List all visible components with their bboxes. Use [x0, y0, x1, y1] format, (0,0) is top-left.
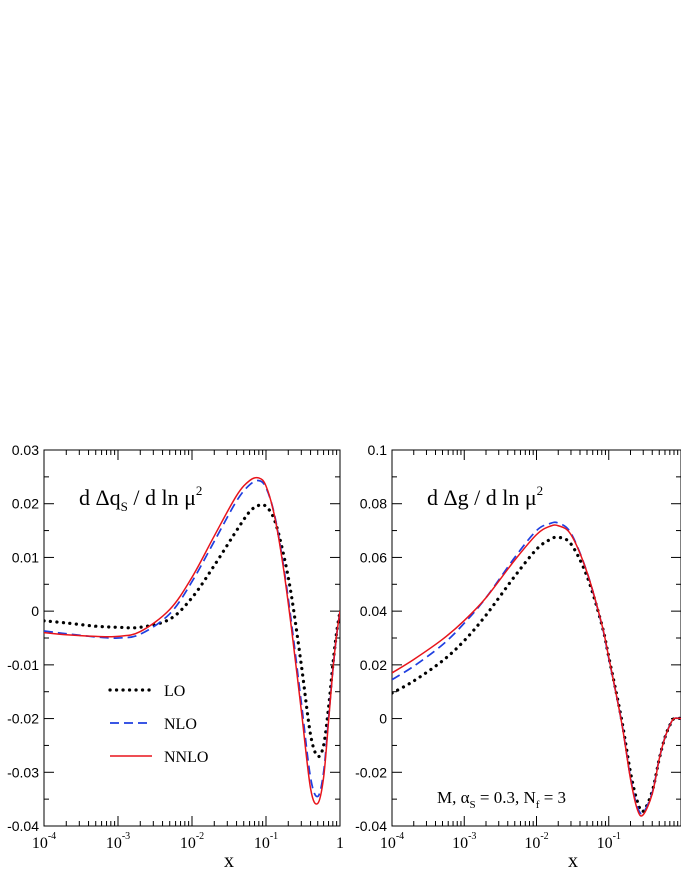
y-tick-label: 0.03 — [12, 442, 39, 458]
y-tick-label: 0.02 — [360, 657, 387, 673]
panel-left-singlet-quark: -0.04 -0.03 -0.02 -0.01 0 0.01 0.02 0.03 10-4 10-… — [7, 442, 344, 872]
y-tick-label: 0.08 — [360, 496, 387, 512]
legend-label: LO — [164, 683, 185, 700]
panel-title: d ΔqS / d ln μ2 — [79, 483, 202, 514]
x-axis-title: x — [224, 850, 234, 872]
series-line-nlo — [44, 479, 340, 798]
series-line-nnlo — [392, 524, 681, 817]
y-tick-label: 0.04 — [360, 603, 387, 619]
parameter-annotation: M, αS = 0.3, Nf = 3 — [437, 788, 566, 811]
y-tick-label: -0.02 — [7, 711, 39, 727]
x-tick-label: 10-3 — [452, 831, 476, 852]
x-tick-label: 10-4 — [32, 831, 56, 852]
y-tick-label: 0 — [31, 603, 39, 619]
x-tick-label: 10-2 — [180, 831, 204, 852]
x-tick-label: 10-2 — [524, 831, 548, 852]
x-tick-label: 10-1 — [597, 831, 621, 852]
legend-label: NNLO — [164, 749, 208, 766]
x-tick-label: 1 — [336, 835, 344, 852]
panel-title: d Δg / d ln μ2 — [427, 483, 543, 510]
y-tick-label: 0.01 — [12, 549, 39, 565]
series-line-lo — [392, 535, 681, 814]
x-tick-label: 10-1 — [254, 831, 278, 852]
y-tick-label: -0.01 — [7, 657, 39, 673]
y-tick-label: -0.03 — [7, 764, 39, 780]
legend-label: NLO — [164, 716, 197, 733]
series-line-nlo — [392, 521, 681, 815]
y-tick-label: 0 — [379, 711, 387, 727]
x-tick-label: 10-4 — [380, 831, 404, 852]
y-tick-label: -0.04 — [355, 818, 387, 834]
y-tick-label: 0.06 — [360, 549, 387, 565]
x-axis-title: x — [568, 850, 578, 872]
series-line-lo — [44, 503, 340, 759]
x-tick-label: 10-3 — [106, 831, 130, 852]
series-line-nnlo — [44, 476, 340, 805]
y-tick-label: -0.02 — [355, 764, 387, 780]
panel-right-gluon: -0.04 -0.02 0 0.02 0.04 0.06 0.08 0.1 10-4 10-3 10… — [355, 442, 681, 872]
y-tick-label: 0.1 — [368, 442, 388, 458]
y-tick-label: 0.02 — [12, 496, 39, 512]
y-tick-label: -0.04 — [7, 818, 39, 834]
